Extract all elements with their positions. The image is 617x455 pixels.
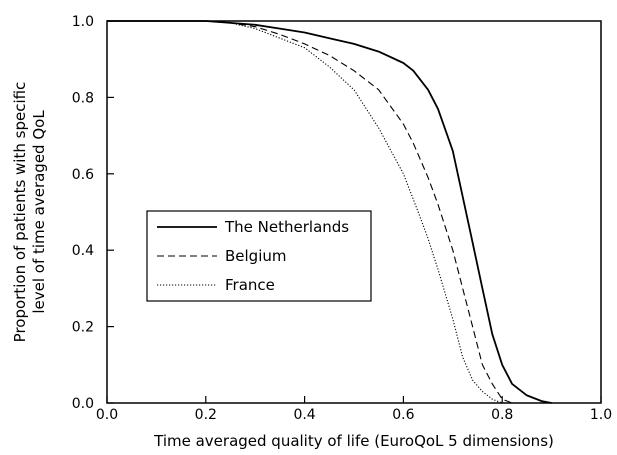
y-tick-label: 0.2 — [72, 320, 94, 336]
series-lines — [107, 20, 552, 404]
legend-label-france: France — [225, 276, 275, 294]
y-tick-label: 0.4 — [72, 243, 94, 259]
legend: The Netherlands Belgium France — [146, 210, 372, 302]
plot-frame — [106, 20, 602, 404]
x-tick-label: 1.0 — [590, 407, 612, 423]
x-axis: 0.0 0.2 0.4 0.6 0.8 1.0 — [96, 396, 612, 423]
series-line-belgium — [107, 20, 513, 404]
y-tick-label: 1.0 — [72, 14, 94, 30]
x-axis-title: Time averaged quality of life (EuroQoL 5… — [153, 432, 554, 450]
y-tick-label: 0.8 — [72, 90, 94, 106]
y-tick-label: 0.6 — [72, 167, 94, 183]
x-tick-label: 0.2 — [195, 407, 217, 423]
series-line-the-netherlands — [107, 20, 552, 404]
legend-label-belgium: Belgium — [225, 247, 287, 265]
y-axis: 0.0 0.2 0.4 0.6 0.8 1.0 — [72, 14, 114, 412]
x-tick-label: 0.8 — [491, 407, 513, 423]
legend-label-netherlands: The Netherlands — [224, 218, 349, 236]
y-axis-title: Proportion of patients with specific lev… — [11, 82, 48, 343]
x-tick-label: 0.6 — [392, 407, 414, 423]
y-tick-label: 0.0 — [72, 396, 94, 412]
x-tick-label: 0.0 — [96, 407, 118, 423]
x-tick-label: 0.4 — [293, 407, 315, 423]
plot-area-border — [106, 20, 602, 404]
y-axis-title-line-1: Proportion of patients with specific — [11, 82, 29, 343]
y-axis-title-line-2: level of time averaged QoL — [30, 110, 48, 314]
